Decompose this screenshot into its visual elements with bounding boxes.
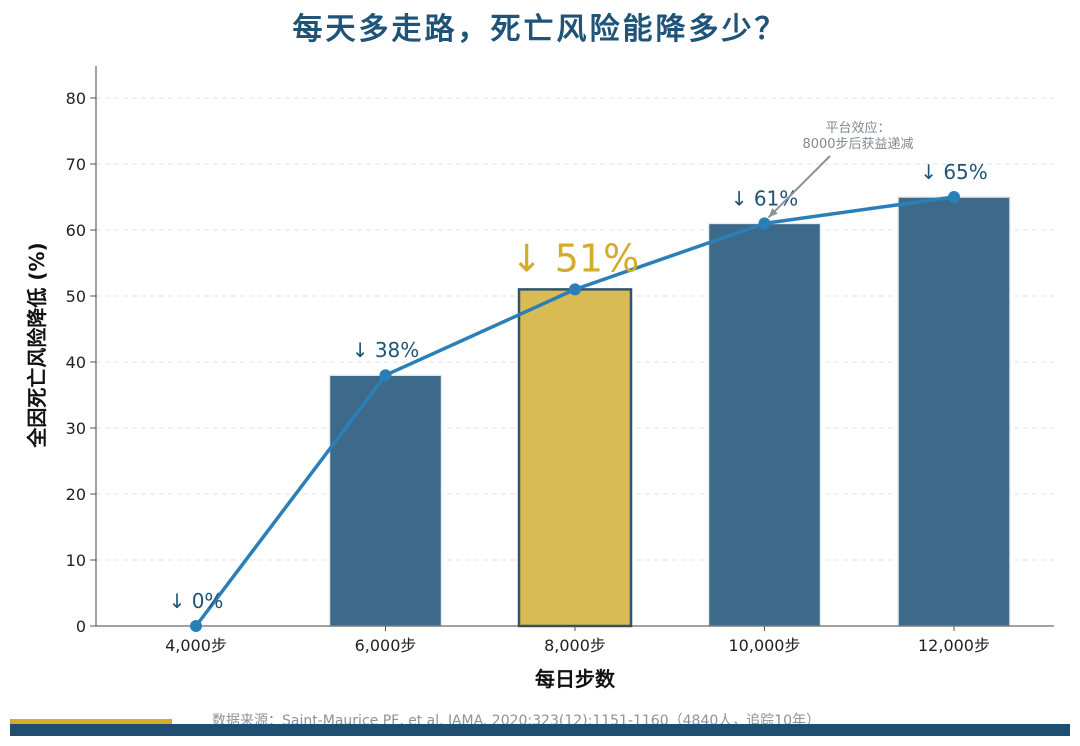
data-label: ↓ 51% xyxy=(511,236,639,280)
x-tick-label: 10,000步 xyxy=(729,636,801,655)
data-label: ↓ 65% xyxy=(920,160,988,184)
x-tick-label: 6,000步 xyxy=(355,636,417,655)
bars xyxy=(328,196,1011,628)
y-tick-label: 40 xyxy=(66,353,86,372)
trend-line xyxy=(190,191,960,632)
data-point xyxy=(758,217,771,230)
y-tick-label: 30 xyxy=(66,419,86,438)
y-tick-label: 70 xyxy=(66,155,86,174)
y-axis-title: 全因死亡风险降低 (%) xyxy=(25,242,49,448)
data-point xyxy=(948,191,960,203)
bar xyxy=(897,196,1011,627)
y-tick-label: 0 xyxy=(76,617,86,636)
data-label: ↓ 38% xyxy=(352,338,420,362)
data-labels: ↓ 0%↓ 38%↓ 51%↓ 61%↓ 65% xyxy=(169,160,988,613)
footer-bar xyxy=(10,724,1070,736)
y-tick-label: 50 xyxy=(66,287,86,306)
y-tick-label: 80 xyxy=(66,89,86,108)
data-point xyxy=(190,620,202,632)
y-tick-label: 20 xyxy=(66,485,86,504)
bar-highlight xyxy=(517,288,633,628)
data-label: ↓ 0% xyxy=(169,589,224,613)
annotation-arrow xyxy=(767,155,831,219)
x-tick-label: 4,000步 xyxy=(165,636,227,655)
bar xyxy=(707,222,822,627)
annotation-text: 8000步后获益递减 xyxy=(802,137,913,152)
bar xyxy=(328,374,443,627)
y-tick-label: 60 xyxy=(66,221,86,240)
chart-title: 每天多走路，死亡风险能降多少？ xyxy=(292,12,788,47)
footer-accent-bar xyxy=(10,719,172,724)
data-point xyxy=(569,283,581,296)
annotation-arrowhead xyxy=(768,208,778,218)
annotation-text: 平台效应： xyxy=(825,120,890,136)
axes: 0 10 20 30 40 50 60 70 80 4,000步 6,000步 8,000步 10,00… xyxy=(66,66,1054,655)
y-tick-label: 10 xyxy=(66,551,86,570)
annotation: 平台效应：8000步后获益递减 xyxy=(767,120,914,219)
x-tick-label: 8,000步 xyxy=(544,636,606,655)
x-axis-title: 每日步数 xyxy=(535,667,616,691)
x-tick-label: 12,000步 xyxy=(918,636,990,655)
data-point xyxy=(379,369,392,382)
